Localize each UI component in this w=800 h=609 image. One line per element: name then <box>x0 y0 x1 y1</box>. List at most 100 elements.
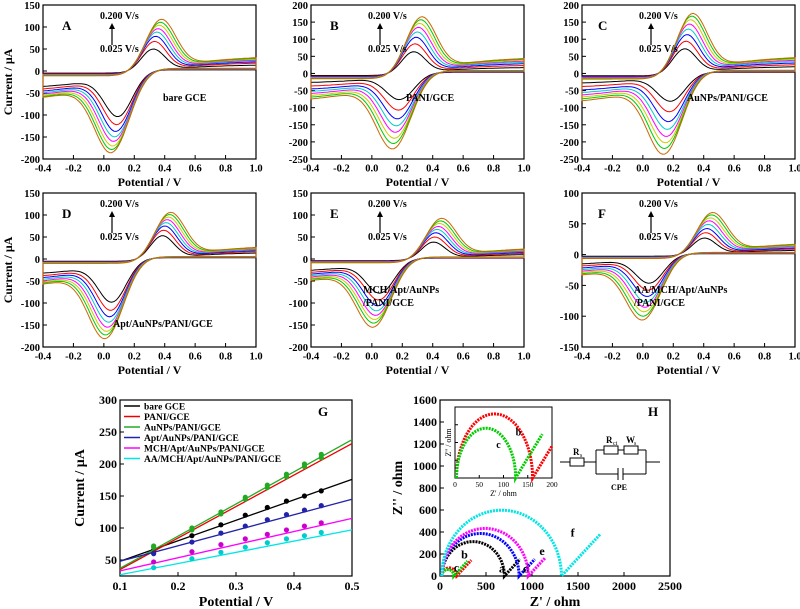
cv-curve <box>42 18 257 154</box>
fit-line <box>119 498 353 562</box>
rs-sub: s <box>580 453 583 459</box>
y-tick-label: -150 <box>560 121 579 132</box>
data-point <box>189 549 195 555</box>
y-tick-label: 100 <box>24 23 40 34</box>
data-point <box>318 488 324 494</box>
cv-curve <box>310 217 525 328</box>
scan-arrow-head <box>377 211 383 217</box>
y-tick-label: -250 <box>560 155 579 166</box>
panel-letter: B <box>330 18 339 33</box>
y-tick-label: 0 <box>574 251 579 262</box>
y-tick-label: 150 <box>563 18 579 29</box>
data-point <box>151 551 157 557</box>
x-tick-label: 0.4 <box>426 352 440 363</box>
x-tick-label: -0.2 <box>65 352 82 363</box>
plot-frame <box>310 192 525 348</box>
y-tick-label: -100 <box>289 104 308 115</box>
cpe-label: CPE <box>611 483 627 492</box>
x-tick-label: -0.4 <box>574 352 591 363</box>
curve-label: f <box>571 525 576 539</box>
y-tick-label: 150 <box>99 489 117 503</box>
x-tick-label: 0.2 <box>128 164 141 175</box>
data-point <box>318 451 324 457</box>
x-tick-label: 0.6 <box>189 164 202 175</box>
y-tick-label: 50 <box>105 553 117 567</box>
data-point <box>301 493 308 499</box>
x-tick-label: -0.2 <box>65 164 82 175</box>
scan-rate-high-label: 0.200 V/s <box>368 199 407 210</box>
scan-arrow-head <box>648 23 654 29</box>
data-point <box>283 536 290 542</box>
data-point <box>151 565 157 571</box>
data-point <box>283 471 290 477</box>
scan-rate-high-label: 0.200 V/s <box>639 11 678 22</box>
scan-rate-low-label: 0.025 V/s <box>368 44 407 55</box>
y-tick-label: 100 <box>563 35 579 46</box>
panel-letter: A <box>62 18 72 33</box>
x-axis-label: Potential / V <box>386 363 450 377</box>
electrode-label: /PANI/GCE <box>633 298 685 309</box>
x-axis-label: Potential / V <box>386 175 450 189</box>
chart-panel-g: 0.1 0.2 0.3 0.4 0.5 50 100 150 200 250 300 bare GCE… <box>73 393 360 609</box>
data-point <box>283 527 290 533</box>
x-tick-label: 0.0 <box>636 352 649 363</box>
x-tick-label: 0.2 <box>171 579 186 593</box>
y-tick-label: -200 <box>560 138 579 149</box>
scan-rate-high-label: 0.200 V/s <box>639 199 678 210</box>
panel-letter: C <box>598 18 607 33</box>
data-point <box>242 536 248 542</box>
x-tick-label: 0.0 <box>365 164 378 175</box>
data-point <box>264 531 270 538</box>
legend-entry: MCH/Apt/AuNPs/PANI/GCE <box>144 445 265 455</box>
electrode-label: Apt/AuNPs/PANI/GCE <box>113 319 213 330</box>
y-tick-label: 100 <box>292 211 308 222</box>
x-tick-label: 0.0 <box>97 352 110 363</box>
data-point <box>189 533 195 539</box>
cv-curve <box>42 214 257 336</box>
y-tick-label: -50 <box>294 87 308 98</box>
plot-frame <box>310 4 525 160</box>
y-tick-label: 1000 <box>413 459 437 473</box>
y-tick-label: 100 <box>292 35 308 46</box>
x-tick-label: 0.0 <box>97 164 110 175</box>
x-tick-label: 0.2 <box>128 352 141 363</box>
y-tick-label: -100 <box>21 299 40 310</box>
y-tick-label: 800 <box>419 481 437 495</box>
x-tick-label: 1.0 <box>249 352 262 363</box>
panel-letter: F <box>598 206 606 221</box>
data-point <box>318 520 324 526</box>
data-point <box>242 544 248 550</box>
y-tick-label: 250 <box>99 425 117 439</box>
x-tick-label: 0.2 <box>667 352 680 363</box>
x-tick-label: 0.4 <box>158 352 172 363</box>
cv-curve <box>42 28 257 142</box>
chart-panel-c: -0.4 -0.2 0.0 0.2 0.4 0.6 0.8 1.0 -250 -200 -150 -1… <box>560 1 800 189</box>
cv-curve <box>581 232 796 291</box>
data-point <box>283 511 290 518</box>
x-tick-label: -0.2 <box>604 352 621 363</box>
chart-panel-e: -0.4 -0.2 0.0 0.2 0.4 0.6 0.8 1.0 -200 -150 -100 -5… <box>289 189 531 377</box>
x-axis-label: Potential / V <box>118 363 182 377</box>
cv-curve <box>581 23 796 137</box>
inset-chart: 0 50 100 150 200 b c Z' / ohm Z'' / ohm <box>444 406 558 498</box>
scan-rate-high-label: 0.200 V/s <box>100 199 139 210</box>
x-tick-label: 1.0 <box>517 164 530 175</box>
y-tick-label: -200 <box>289 138 308 149</box>
cv-curve <box>310 19 525 145</box>
x-tick-label: 0.4 <box>426 164 440 175</box>
data-point <box>189 525 195 531</box>
data-point <box>264 517 270 523</box>
x-tick-label: 0.0 <box>365 352 378 363</box>
x-tick-label: 0.4 <box>697 352 711 363</box>
legend-entry: bare GCE <box>144 403 185 413</box>
x-tick-label: -0.4 <box>35 352 52 363</box>
y-tick-label: 300 <box>99 393 117 407</box>
y-tick-label: 1200 <box>413 437 437 451</box>
resistor-rct <box>603 445 619 455</box>
x-axis-label: Potential / V <box>118 175 182 189</box>
electrode-label: MCH/Apt/AuNPs <box>363 285 439 296</box>
y-tick-label: -150 <box>21 321 40 332</box>
y-tick-label: -50 <box>294 277 308 288</box>
x-tick-label: 0.8 <box>487 164 500 175</box>
w-label: W <box>626 435 635 445</box>
